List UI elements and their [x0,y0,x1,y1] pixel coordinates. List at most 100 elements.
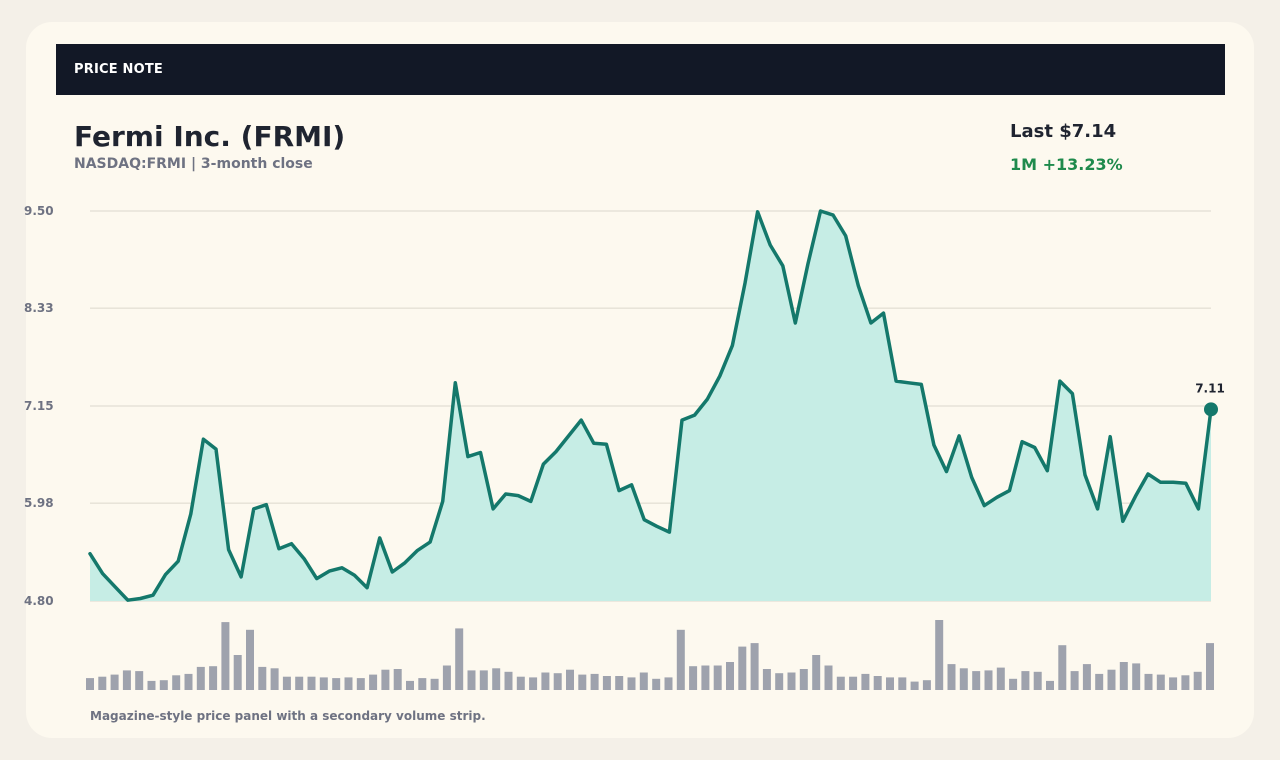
volume-bar [209,666,218,690]
volume-bar [578,674,587,690]
volume-bar [886,677,894,690]
volume-bar [122,670,131,690]
volume-bar [566,669,574,690]
volume-bar [246,629,254,690]
volume-bar [98,676,107,690]
volume-bar [861,673,870,690]
volume-strip [86,620,1214,690]
volume-bar [959,668,968,690]
volume-bar [369,674,378,690]
volume-bar [172,675,181,690]
volume-bar [467,670,476,690]
volume-bar [664,677,673,690]
last-price: Last $7.14 [1010,121,1117,142]
volume-bar [1181,675,1190,690]
volume-bar [147,680,156,690]
volume-bar [430,678,439,690]
volume-bar [307,676,316,690]
volume-bar [1107,669,1116,690]
price-area-fill [90,211,1211,601]
volume-bar [1033,671,1042,690]
volume-bar [590,673,599,690]
volume-bar [873,676,882,690]
volume-bar [726,662,734,690]
volume-bar [1206,643,1214,690]
volume-bar [639,672,648,690]
volume-bar [258,666,267,690]
volume-bar [196,666,205,690]
volume-bar [1132,663,1141,690]
volume-bar [1156,674,1165,690]
volume-bar [1144,673,1153,690]
volume-bar [996,667,1005,690]
volume-bar [935,620,944,690]
volume-bar [356,678,365,690]
volume-bar [221,622,230,690]
volume-bar [1082,664,1091,690]
volume-bar [910,681,919,690]
volume-bar [1095,673,1104,690]
y-tick-label: 8.33 [24,301,54,315]
volume-bar [812,655,821,690]
volume-bar [701,665,710,690]
volume-bar [762,669,771,690]
volume-bar [972,671,981,690]
volume-bar [676,629,685,690]
page-subtitle: NASDAQ:FRMI | 3-month close [74,156,313,172]
last-price-marker [1204,402,1218,417]
volume-bar [984,670,993,690]
volume-bar [381,669,390,690]
volume-bar [541,672,550,690]
volume-bar [738,646,747,690]
volume-bar [504,671,513,690]
volume-bar [1058,645,1067,690]
volume-bar [110,674,119,690]
volume-bar [713,665,722,690]
volume-bar [1070,671,1079,690]
volume-bar [406,680,414,690]
y-tick-label: 5.98 [24,496,54,510]
volume-bar [1046,680,1054,690]
one-month-change: 1M +13.23% [1010,155,1123,174]
volume-bar [799,669,808,690]
volume-bar [455,628,464,690]
volume-bar [652,678,661,690]
volume-bar [750,643,759,690]
volume-bar [689,666,698,690]
volume-bar [319,677,328,690]
volume-bar [492,668,501,690]
volume-bar [836,676,845,690]
volume-bar [479,670,488,690]
last-price-label: 7.11 [1195,381,1225,395]
volume-bar [86,678,94,690]
volume-bar [332,678,341,690]
volume-bar [344,677,353,690]
volume-bar [627,677,636,690]
volume-bar [159,680,168,690]
volume-bar [1169,677,1178,690]
volume-bar [615,676,624,690]
volume-bar [270,668,279,690]
y-axis-ticks: 9.50 8.33 7.15 5.98 4.80 [24,204,54,608]
y-tick-label: 4.80 [24,594,54,608]
volume-bar [849,676,858,690]
volume-bar [442,665,451,690]
volume-bar [824,665,833,690]
volume-bar [947,664,956,690]
price-line [88,209,1213,602]
volume-bar [516,676,525,690]
volume-bar [184,673,193,690]
volume-bar [1193,671,1202,690]
volume-bar [393,669,402,690]
chart-caption: Magazine-style price panel with a second… [90,709,486,723]
volume-bar [1119,662,1128,690]
volume-bar [553,673,562,690]
volume-bar [787,672,796,690]
volume-bar [775,673,784,690]
volume-bar [602,676,611,690]
volume-bar [529,677,538,690]
y-tick-label: 7.15 [24,399,54,413]
volume-bar [233,655,242,690]
volume-bar [1021,671,1030,690]
